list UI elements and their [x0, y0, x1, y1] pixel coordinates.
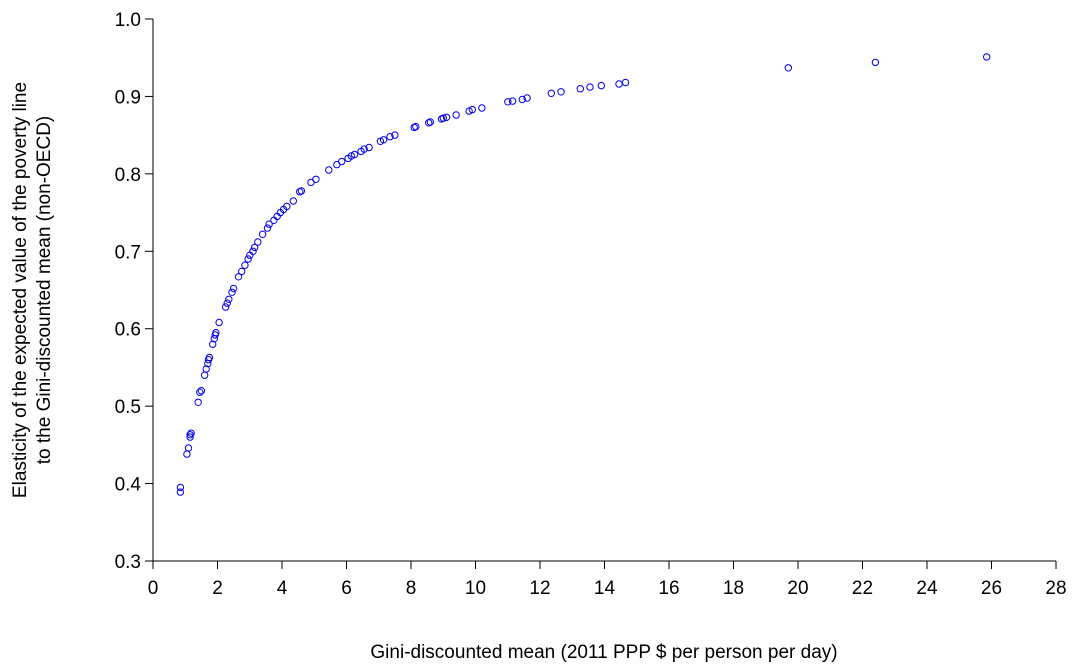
x-tick-label: 14 — [594, 578, 616, 599]
data-point — [187, 429, 195, 437]
data-point — [289, 197, 297, 205]
data-point — [871, 58, 880, 67]
data-point — [200, 371, 209, 379]
data-point — [504, 98, 512, 106]
data-point — [250, 243, 259, 252]
data-point — [784, 64, 792, 72]
y-tick-label: 0.4 — [115, 475, 142, 496]
data-point — [523, 94, 531, 102]
x-tick-label: 0 — [148, 578, 159, 599]
data-point — [576, 85, 584, 93]
data-point — [547, 89, 555, 98]
data-point — [615, 80, 623, 88]
data-point — [983, 53, 991, 61]
data-point — [597, 81, 605, 90]
data-point — [176, 483, 185, 492]
data-point — [209, 340, 217, 348]
data-point — [249, 247, 257, 256]
data-point — [225, 295, 233, 303]
data-point — [391, 131, 399, 139]
x-tick-label: 24 — [916, 578, 938, 599]
x-tick-label: 28 — [1045, 578, 1066, 599]
data-point — [426, 118, 434, 126]
data-point — [478, 104, 486, 112]
x-ticks: 0 2 4 6 8 10 12 14 16 18 20 22 24 26 28 — [148, 561, 1067, 599]
data-point — [186, 431, 194, 439]
y-tick-label: 0.3 — [115, 552, 141, 573]
data-point — [228, 288, 236, 296]
x-tick-label: 2 — [212, 578, 223, 599]
data-point — [412, 122, 420, 131]
data-point — [215, 318, 223, 327]
x-tick-label: 26 — [981, 578, 1002, 599]
data-point — [176, 488, 185, 496]
data-point — [518, 95, 526, 104]
x-tick-label: 20 — [787, 578, 808, 599]
data-point — [350, 150, 359, 159]
data-point — [196, 388, 204, 396]
data-point — [379, 136, 388, 144]
data-point — [347, 152, 355, 160]
axes — [152, 19, 1056, 562]
x-tick-label: 10 — [465, 578, 486, 599]
y-tick-label: 0.8 — [115, 165, 141, 186]
y-axis-title-line-2: to the Gini-discounted mean (non-OECD) — [34, 116, 55, 465]
data-points — [176, 53, 991, 496]
data-point — [186, 433, 194, 441]
data-point — [263, 224, 272, 232]
data-point — [468, 105, 476, 114]
x-tick-label: 16 — [658, 578, 679, 599]
data-point — [244, 255, 252, 263]
data-point — [234, 273, 243, 281]
y-tick-label: 0.9 — [115, 87, 141, 108]
data-point — [194, 398, 202, 406]
data-point — [365, 143, 373, 152]
y-tick-label: 0.7 — [115, 242, 141, 263]
x-tick-label: 18 — [723, 578, 744, 599]
y-axis-title-line-1: Elasticity of the expected value of the … — [10, 82, 31, 498]
data-point — [452, 111, 460, 119]
data-point — [386, 133, 394, 141]
data-point — [184, 444, 193, 452]
data-point — [241, 261, 249, 269]
data-point — [621, 78, 630, 87]
data-point — [586, 83, 594, 91]
y-tick-label: 1.0 — [115, 10, 141, 31]
data-point — [360, 145, 368, 153]
y-tick-label: 0.6 — [115, 320, 141, 341]
data-point — [183, 450, 191, 458]
data-point — [439, 114, 447, 122]
data-point — [283, 202, 291, 211]
x-axis-title: Gini-discounted mean (2011 PPP $ per per… — [370, 642, 837, 663]
data-point — [238, 267, 246, 276]
data-point — [202, 365, 210, 373]
data-point — [325, 166, 333, 174]
data-point — [258, 230, 267, 239]
data-point — [312, 175, 320, 184]
data-point — [221, 303, 230, 311]
x-tick-label: 6 — [341, 578, 352, 599]
x-tick-label: 22 — [852, 578, 873, 599]
data-point — [212, 328, 220, 337]
data-point — [265, 220, 273, 228]
data-point — [508, 97, 517, 105]
data-point — [297, 187, 306, 195]
data-point — [229, 284, 238, 293]
x-tick-label: 4 — [277, 578, 288, 599]
x-tick-label: 8 — [406, 578, 417, 599]
y-tick-label: 0.5 — [115, 397, 141, 418]
data-point — [338, 157, 346, 166]
data-point — [223, 299, 231, 307]
y-ticks: 0.3 0.4 0.5 0.6 0.7 0.8 0.9 1.0 — [115, 10, 153, 573]
data-point — [442, 113, 451, 122]
x-tick-label: 12 — [529, 578, 550, 599]
y-axis-title: Elasticity of the expected value of the … — [10, 82, 55, 498]
data-point — [197, 387, 206, 395]
data-point — [254, 238, 262, 246]
data-point — [205, 353, 214, 362]
data-point — [557, 88, 565, 96]
